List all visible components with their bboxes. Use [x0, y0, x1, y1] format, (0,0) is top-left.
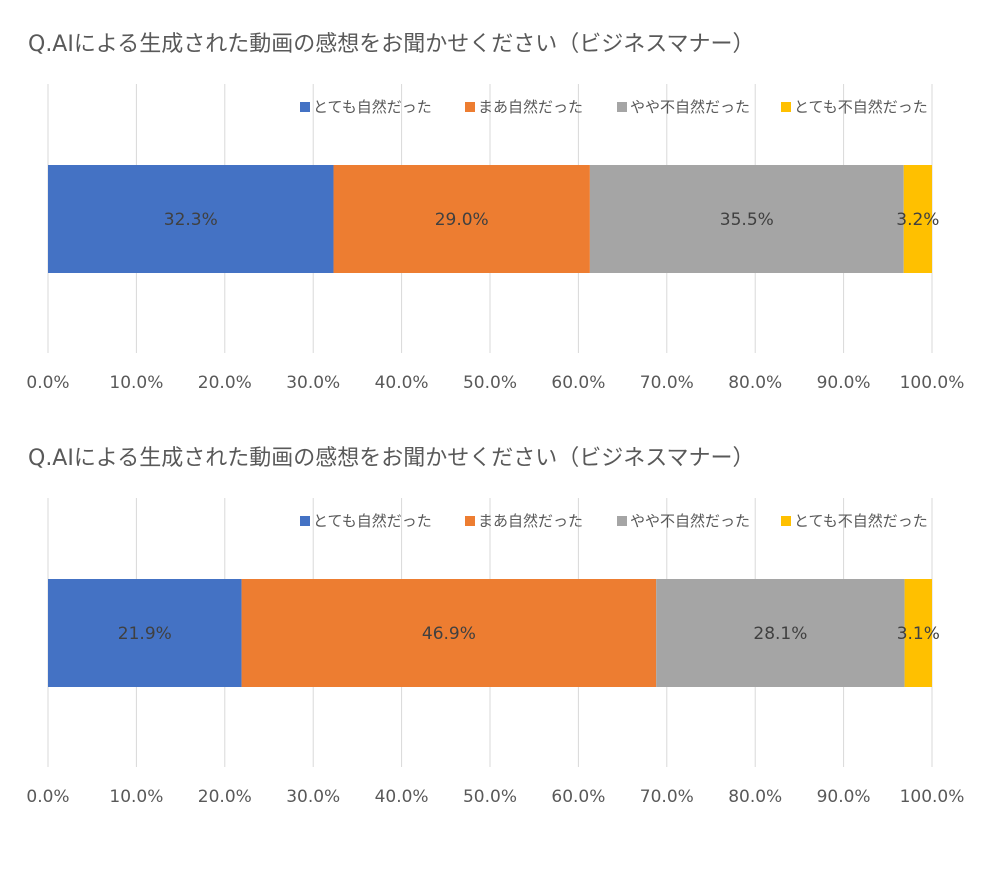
legend-swatch [465, 102, 475, 112]
data-label: 35.5% [720, 210, 774, 230]
bar-segment [48, 579, 242, 687]
data-label: 46.9% [422, 624, 476, 644]
x-tick-label: 80.0% [728, 373, 782, 393]
legend-swatch [300, 102, 310, 112]
x-tick-label: 20.0% [198, 373, 252, 393]
x-tick-label: 30.0% [286, 373, 340, 393]
bar-segment [241, 579, 657, 687]
bar-segment [903, 165, 932, 273]
legend-label: やや不自然だった [630, 98, 750, 116]
data-label: 32.3% [164, 210, 218, 230]
x-tick-label: 0.0% [26, 373, 69, 393]
x-tick-label: 100.0% [900, 787, 965, 807]
legend-swatch [781, 516, 791, 526]
x-tick-label: 60.0% [551, 787, 605, 807]
bar-segment [48, 165, 334, 273]
legend-label: とても不自然だった [794, 512, 928, 530]
x-tick-label: 100.0% [900, 373, 965, 393]
x-tick-label: 90.0% [817, 373, 871, 393]
legend-label: やや不自然だった [630, 512, 750, 530]
legend-label: まあ自然だった [478, 98, 583, 116]
chart-1: Q.AIによる生成された動画の感想をお聞かせください（ビジネスマナー） 0.0%… [0, 0, 993, 414]
x-tick-label: 70.0% [640, 787, 694, 807]
legend-swatch [465, 516, 475, 526]
x-tick-label: 60.0% [551, 373, 605, 393]
x-tick-label: 40.0% [375, 373, 429, 393]
x-tick-label: 40.0% [375, 787, 429, 807]
x-tick-label: 90.0% [817, 787, 871, 807]
data-label: 3.2% [896, 210, 939, 230]
legend-swatch [781, 102, 791, 112]
chart-title: Q.AIによる生成された動画の感想をお聞かせください（ビジネスマナー） [28, 32, 755, 57]
legend-label: とても自然だった [313, 98, 432, 116]
x-tick-label: 20.0% [198, 787, 252, 807]
legend-label: とても自然だった [313, 512, 432, 530]
data-label: 29.0% [435, 210, 489, 230]
chart-2: Q.AIによる生成された動画の感想をお聞かせください（ビジネスマナー） 0.0%… [0, 414, 993, 870]
data-label: 3.1% [897, 624, 940, 644]
bar-segment [333, 165, 590, 273]
chart-2-plot: 0.0% 10.0% 20.0% 30.0% 40.0% 50.0% 60.0% 70.0% 8… [26, 498, 965, 807]
x-tick-label: 50.0% [463, 373, 517, 393]
chart-title: Q.AIによる生成された動画の感想をお聞かせください（ビジネスマナー） [28, 446, 755, 471]
bar-segment [656, 579, 905, 687]
legend-swatch [300, 516, 310, 526]
x-tick-label: 80.0% [728, 787, 782, 807]
data-label: 21.9% [118, 624, 172, 644]
data-label: 28.1% [753, 624, 807, 644]
chart-1-plot: 0.0% 10.0% 20.0% 30.0% 40.0% 50.0% 60.0% 70.0% 8… [26, 84, 965, 393]
x-tick-label: 0.0% [26, 787, 69, 807]
x-tick-label: 10.0% [109, 787, 163, 807]
x-tick-label: 70.0% [640, 373, 694, 393]
x-tick-label: 50.0% [463, 787, 517, 807]
legend-label: とても不自然だった [794, 98, 928, 116]
bar-segment [589, 165, 904, 273]
bar-segment [904, 579, 932, 687]
x-tick-label: 10.0% [109, 373, 163, 393]
x-tick-label: 30.0% [286, 787, 340, 807]
legend-label: まあ自然だった [478, 512, 583, 530]
legend-swatch [617, 102, 627, 112]
legend-swatch [617, 516, 627, 526]
